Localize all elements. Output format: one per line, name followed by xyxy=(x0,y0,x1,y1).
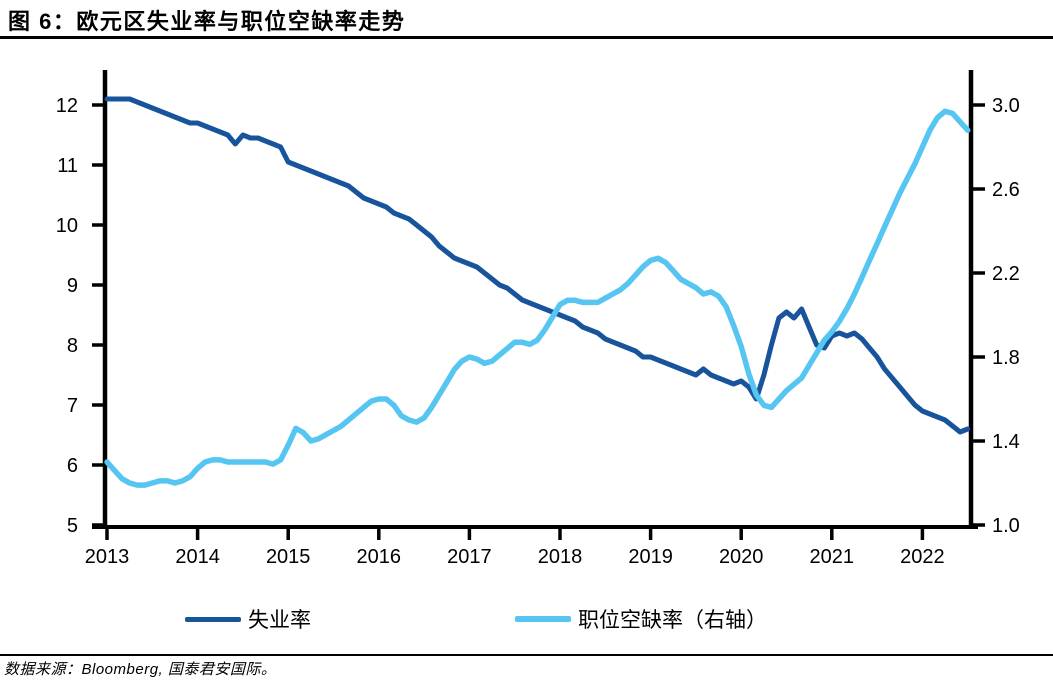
right-axis-tick-label: 2.2 xyxy=(992,263,1020,285)
left-axis-tick-label: 5 xyxy=(67,515,78,537)
x-axis-tick-label: 2017 xyxy=(447,546,492,568)
x-axis-tick-label: 2022 xyxy=(900,546,945,568)
x-axis-tick-label: 2014 xyxy=(175,546,220,568)
legend-item-vacancy: 职位空缺率（右轴） xyxy=(515,601,767,637)
x-axis-tick-label: 2015 xyxy=(266,546,311,568)
x-axis-tick-label: 2016 xyxy=(357,546,402,568)
right-axis-tick-label: 1.0 xyxy=(992,515,1020,537)
vacancy-line xyxy=(104,108,971,488)
left-axis-tick-label: 11 xyxy=(57,155,78,177)
legend-label-vacancy: 职位空缺率（右轴） xyxy=(578,609,767,632)
x-axis-tick-label: 2013 xyxy=(85,546,130,568)
right-axis-tick-label: 2.6 xyxy=(992,179,1020,201)
legend-item-unemployment: 失业率 xyxy=(185,601,311,637)
footer-rule xyxy=(0,654,1053,656)
right-axis-tick-label: 1.8 xyxy=(992,347,1020,369)
right-axis-tick-label: 3.0 xyxy=(992,95,1020,117)
x-axis-tick-label: 2021 xyxy=(810,546,855,568)
line-chart: 12 11 10 9 8 7 6 5 3.0 2.6 2.2 1.8 1.4 1.0 2013 2014 201… xyxy=(56,70,1020,568)
chart-legend: 失业率 职位空缺率（右轴） xyxy=(0,601,1053,637)
left-axis-tick-label: 8 xyxy=(67,335,78,357)
source-text: 数据来源：Bloomberg, 国泰君安国际。 xyxy=(4,661,277,678)
axis-tick-labels: 12 11 10 9 8 7 6 5 3.0 2.6 2.2 1.8 1.4 1.0 2013 2014 201… xyxy=(56,95,1020,568)
x-axis-tick-label: 2018 xyxy=(538,546,583,568)
left-axis-tick-label: 9 xyxy=(67,275,78,297)
unemployment-line-swatch xyxy=(185,616,241,622)
left-axis-tick-label: 10 xyxy=(56,215,78,237)
x-axis-tick-label: 2019 xyxy=(628,546,673,568)
axis-ticks xyxy=(92,103,985,540)
right-axis-tick-label: 1.4 xyxy=(992,431,1020,453)
left-axis-tick-label: 6 xyxy=(67,455,78,477)
left-axis-tick-label: 12 xyxy=(56,95,78,117)
data-series xyxy=(104,96,971,488)
figure-title: 图 6：欧元区失业率与职位空缺率走势 xyxy=(8,9,406,34)
title-rule xyxy=(0,36,1053,39)
vacancy-line-swatch xyxy=(515,616,571,622)
x-axis-tick-label: 2020 xyxy=(719,546,764,568)
left-axis-tick-label: 7 xyxy=(67,395,78,417)
unemployment-line xyxy=(104,96,971,435)
legend-label-unemployment: 失业率 xyxy=(248,609,311,632)
